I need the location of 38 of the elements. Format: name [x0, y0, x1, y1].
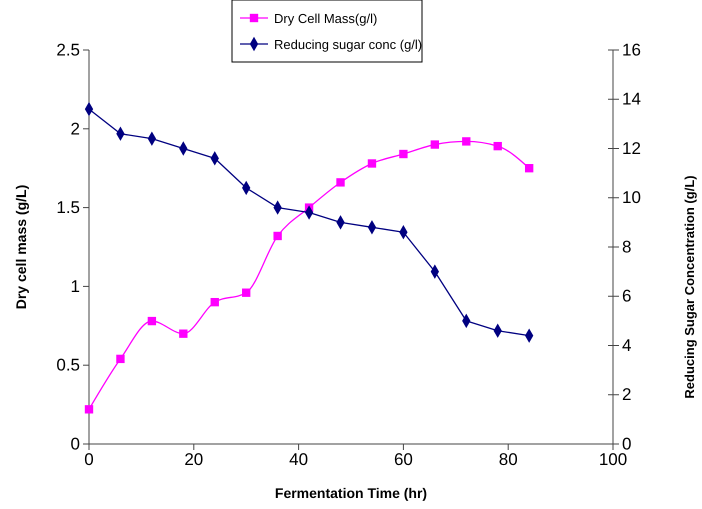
y-tick-label: 2: [70, 119, 80, 138]
x-tick-label: 80: [498, 450, 518, 470]
y-tick-label: 1: [70, 276, 80, 296]
point: [494, 142, 502, 150]
point: [242, 288, 250, 297]
point: [524, 164, 534, 172]
point: [210, 298, 219, 306]
y2-tick-label: 4: [622, 336, 632, 355]
point: [148, 316, 156, 326]
y-tick-label: 0: [70, 434, 80, 454]
y-tick-label: 2.5: [56, 40, 80, 60]
legend-label: Dry Cell Mass(g/l): [274, 11, 378, 26]
y2-tick-label: 14: [622, 90, 641, 109]
y-tick-label: 0.5: [56, 356, 80, 375]
point: [179, 329, 188, 338]
x-axis-title: Fermentation Time (hr): [274, 485, 428, 501]
legend-label: Reducing sugar conc (g/l): [274, 37, 422, 52]
point: [84, 405, 94, 414]
x-tick-label: 0: [84, 450, 94, 470]
point: [430, 140, 440, 149]
y2-tick-label: 8: [622, 237, 632, 256]
x-tick-label: 60: [394, 450, 413, 470]
point: [336, 178, 345, 187]
y2-tick-label: 2: [622, 385, 632, 404]
point: [273, 232, 282, 240]
point: [399, 150, 408, 158]
y-tick-label: 1.5: [56, 198, 80, 218]
point: [368, 159, 376, 168]
point: [462, 137, 470, 146]
y2-tick-label: 6: [622, 286, 632, 306]
y2-axis-title: Reducing Sugar Concentration (g/L): [682, 175, 697, 399]
y2-tick-label: 16: [622, 40, 641, 60]
x-tick-label: 40: [289, 450, 308, 470]
y2-tick-label: 10: [622, 188, 641, 208]
x-tick-label: 20: [184, 450, 204, 470]
point: [116, 354, 125, 364]
y2-tick-label: 12: [622, 138, 641, 158]
y-axis-title: Dry cell mass (g/L): [13, 184, 29, 310]
